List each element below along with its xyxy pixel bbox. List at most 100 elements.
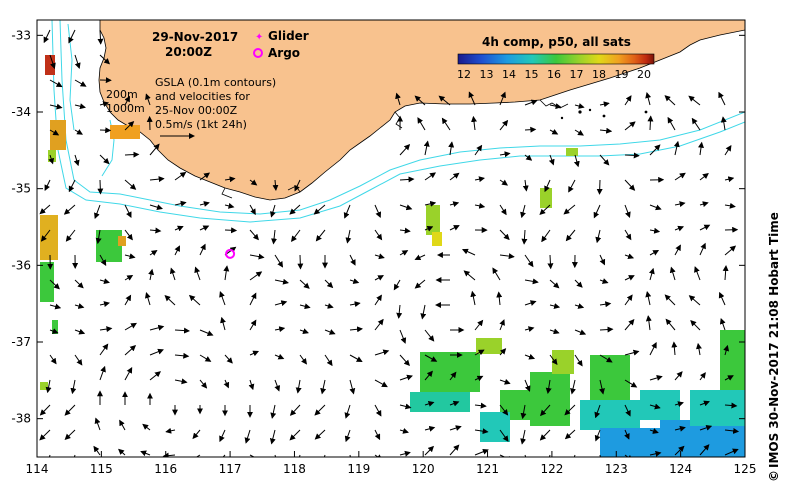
velocity-arrow [699, 201, 709, 208]
velocity-arrow [624, 454, 634, 457]
velocity-arrow [594, 404, 601, 419]
velocity-arrow [524, 99, 538, 106]
velocity-arrow [499, 319, 505, 331]
velocity-arrow [395, 92, 401, 106]
velocity-arrow [399, 450, 411, 457]
velocity-arrow [649, 450, 662, 457]
velocity-arrow [49, 328, 59, 334]
velocity-arrow [174, 225, 184, 232]
velocity-arrow [691, 117, 701, 131]
velocity-arrow [174, 352, 190, 359]
velocity-arrow [99, 154, 110, 165]
velocity-arrow [145, 93, 151, 106]
velocity-arrow [599, 379, 605, 395]
velocity-arrow [374, 294, 382, 306]
velocity-arrow [648, 267, 655, 281]
y-axis: -33 -34 -35 -36 -37 -38 [11, 28, 745, 426]
velocity-arrow [499, 404, 509, 416]
velocity-arrow [192, 429, 201, 440]
velocity-arrow [499, 179, 509, 186]
velocity-arrow [349, 254, 356, 266]
velocity-arrow [574, 354, 583, 367]
velocity-arrow [468, 91, 476, 106]
velocity-arrow [124, 151, 140, 158]
velocity-arrow [199, 243, 206, 256]
velocity-arrow [524, 154, 533, 161]
velocity-arrow [399, 227, 411, 234]
velocity-arrow [149, 204, 163, 211]
velocity-arrow [49, 129, 60, 136]
velocity-arrow [624, 95, 632, 106]
velocity-arrow [424, 329, 435, 342]
velocity-arrow [68, 29, 76, 44]
velocity-arrow [99, 54, 111, 65]
velocity-arrow [118, 448, 126, 456]
velocity-arrow [249, 204, 256, 216]
velocity-arrow [474, 349, 485, 356]
velocity-arrow [699, 224, 711, 231]
velocity-arrow [594, 429, 601, 442]
velocity-arrow [349, 354, 363, 362]
velocity-arrow [595, 229, 602, 244]
velocity-arrow [524, 126, 537, 133]
velocity-arrow [199, 201, 210, 207]
x-tick-label: 116 [154, 462, 177, 476]
velocity-arrow [673, 140, 680, 156]
velocity-arrow [724, 402, 738, 409]
velocity-arrow [299, 303, 311, 310]
velocity-arrow [599, 326, 614, 333]
velocity-arrow [624, 349, 640, 356]
velocity-arrow [224, 202, 235, 209]
velocity-arrow [424, 400, 435, 407]
velocity-arrow [249, 271, 263, 281]
velocity-arrow [289, 404, 301, 416]
velocity-arrow [718, 291, 726, 306]
velocity-arrow [399, 354, 410, 367]
velocity-arrow [474, 176, 485, 183]
x-tick-label: 114 [26, 462, 49, 476]
velocity-arrow [124, 253, 136, 260]
velocity-arrow [524, 278, 539, 285]
x-tick-label: 117 [219, 462, 242, 476]
velocity-arrow [724, 448, 739, 456]
velocity-arrow [399, 143, 411, 156]
velocity-arrow [374, 204, 382, 219]
velocity-arrow [690, 319, 701, 331]
velocity-arrow [124, 95, 130, 106]
velocity-arrow [539, 429, 551, 441]
velocity-arrow [671, 341, 678, 356]
velocity-arrow [649, 227, 661, 234]
velocity-arrow [599, 301, 612, 308]
velocity-arrow [249, 292, 257, 306]
velocity-arrow [140, 450, 151, 457]
velocity-arrow [545, 379, 552, 394]
velocity-arrow [645, 315, 652, 331]
velocity-arrow [417, 117, 426, 131]
velocity-arrow [593, 204, 601, 219]
x-tick-label: 119 [347, 462, 370, 476]
velocity-arrow [599, 254, 606, 266]
y-tick-label: -34 [11, 105, 31, 119]
velocity-arrow [520, 404, 527, 420]
velocity-arrow [70, 379, 77, 395]
velocity-arrow [149, 227, 162, 234]
velocity-arrow [49, 103, 63, 110]
velocity-arrow [674, 172, 686, 181]
velocity-arrow [521, 229, 528, 245]
velocity-arrow [470, 290, 477, 306]
velocity-arrow [124, 367, 133, 381]
velocity-arrow [649, 250, 660, 256]
velocity-arrow [524, 353, 536, 360]
x-tick-label: 115 [90, 462, 113, 476]
velocity-arrow [174, 200, 187, 207]
velocity-arrow [374, 429, 381, 441]
velocity-arrow [174, 171, 187, 181]
velocity-arrow [324, 279, 334, 289]
velocity-arrow [449, 425, 462, 431]
velocity-arrow [44, 179, 51, 191]
velocity-arrow [244, 429, 251, 444]
velocity-arrow [248, 379, 255, 391]
velocity-arrow [414, 95, 426, 106]
velocity-arrow [449, 400, 460, 407]
velocity-arrow [274, 326, 286, 333]
